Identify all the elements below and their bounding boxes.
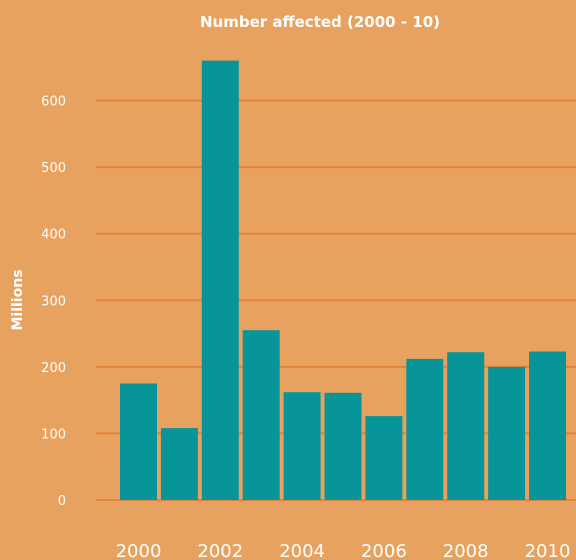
y-axis-label: Millions	[10, 269, 26, 330]
bar-2004	[283, 392, 321, 500]
y-tick-label: 500	[41, 161, 66, 176]
bar-2010	[529, 351, 566, 500]
x-tick-label: 2008	[443, 541, 489, 560]
y-tick-label: 600	[41, 95, 66, 110]
x-tick-label: 2006	[361, 541, 407, 560]
bar-2008	[447, 352, 485, 500]
y-tick-label: 300	[41, 294, 66, 309]
y-tick-label: 200	[41, 361, 66, 376]
x-tick-label: 2000	[116, 541, 162, 560]
bars	[120, 60, 566, 500]
x-axis-ticks: 2000 2002 2004 2006 2008 2010	[116, 541, 571, 560]
bar-2000	[120, 383, 157, 500]
y-axis-ticks: 0 100 200 300 400 500 600	[41, 95, 66, 509]
bar-2007	[406, 358, 444, 500]
x-tick-label: 2002	[197, 541, 243, 560]
bar-2006	[365, 416, 403, 500]
x-tick-label: 2010	[525, 541, 571, 560]
y-tick-label: 100	[41, 427, 66, 442]
y-tick-label: 400	[41, 228, 66, 243]
x-tick-label: 2004	[279, 541, 325, 560]
bar-2002	[201, 60, 239, 500]
y-tick-label: 0	[58, 494, 66, 509]
bar-2003	[242, 330, 280, 500]
bar-2009	[488, 366, 526, 500]
chart-title: Number affected (2000 - 10)	[200, 13, 440, 31]
bar-2001	[160, 428, 198, 500]
bar-2005	[324, 392, 362, 500]
